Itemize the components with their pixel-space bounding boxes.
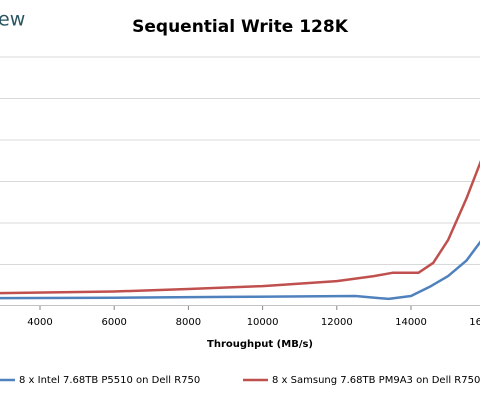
x-tick-label: 4000 [27, 317, 52, 328]
plot-area [0, 56, 480, 306]
legend-label: 8 x Samsung 7.68TB PM9A3 on Dell R750 [272, 375, 480, 386]
x-tick-label: 10000 [247, 317, 279, 328]
series-line [0, 159, 480, 295]
x-axis-label: Throughput (MB/s) [207, 339, 313, 350]
x-tick-label: 8000 [176, 317, 201, 328]
chart-title: Sequential Write 128K [132, 17, 349, 37]
x-tick-label: 6000 [101, 317, 126, 328]
x-tick-label: 12000 [321, 317, 353, 328]
x-tick-label: 16000 [469, 317, 480, 328]
logo-text: ew [0, 9, 25, 31]
series-line [0, 240, 480, 301]
legend-label: 8 x Intel 7.68TB P5510 on Dell R750 [19, 375, 200, 386]
x-tick-label: 14000 [395, 317, 427, 328]
